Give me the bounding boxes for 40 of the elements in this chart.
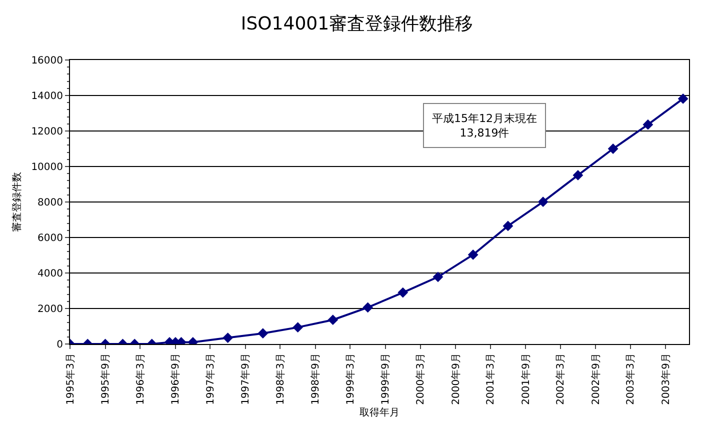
y-tick-label: 10000 [31,162,63,173]
point [502,220,514,232]
y-tick-label: 16000 [31,56,63,66]
point [678,94,688,104]
point [468,250,478,260]
point [538,196,548,208]
y-tick-label: 8000 [38,198,63,208]
x-tick-label: 1999年9月 [380,353,392,405]
x-tick-label: 1997年3月 [204,353,216,405]
y-tick-label: 12000 [31,126,63,138]
y-tick-label: 14000 [31,91,63,102]
x-tick-label: 2003年3月 [624,353,637,405]
x-tick-label: 2003年9月 [660,353,672,405]
point [432,272,444,282]
y-axis-title: 審査登録件数 [11,172,24,232]
point [642,119,654,130]
x-tick-label: 1996年9月 [170,353,182,405]
x-tick-label: 1995年3月 [64,353,76,405]
x-tick-label: 1998年9月 [310,353,322,405]
x-tick-label: 1997年9月 [240,353,252,405]
x-tick-label: 2001年9月 [520,353,532,405]
annotation: 平成15年12月末現在 13,819件 [432,112,537,140]
x-axis-title: 取得年月 [360,406,400,418]
x-tick-label: 2000年9月 [450,353,462,405]
point [572,170,584,180]
x-tick-label: 1996年3月 [134,353,146,405]
chart-title: ISO14001審査登録件数推移 [240,14,474,35]
x-tick-label: 2002年9月 [590,353,602,405]
y-tick-label: 6000 [38,233,63,244]
x-tick-label: 1998年3月 [274,353,286,405]
y-tick-label: 4000 [38,268,63,280]
x-tick-label: 2001年3月 [484,353,497,405]
y-tick-label: 2000 [38,304,63,315]
x-tick-label: 1999年3月 [344,353,356,405]
x-tick-label: 1995年9月 [100,353,112,405]
point [608,144,618,154]
y-tick-label: 0 [56,340,63,350]
x-tick-label: 2002年3月 [554,353,567,405]
point [398,287,408,298]
x-tick-label: 2000年3月 [414,353,427,405]
